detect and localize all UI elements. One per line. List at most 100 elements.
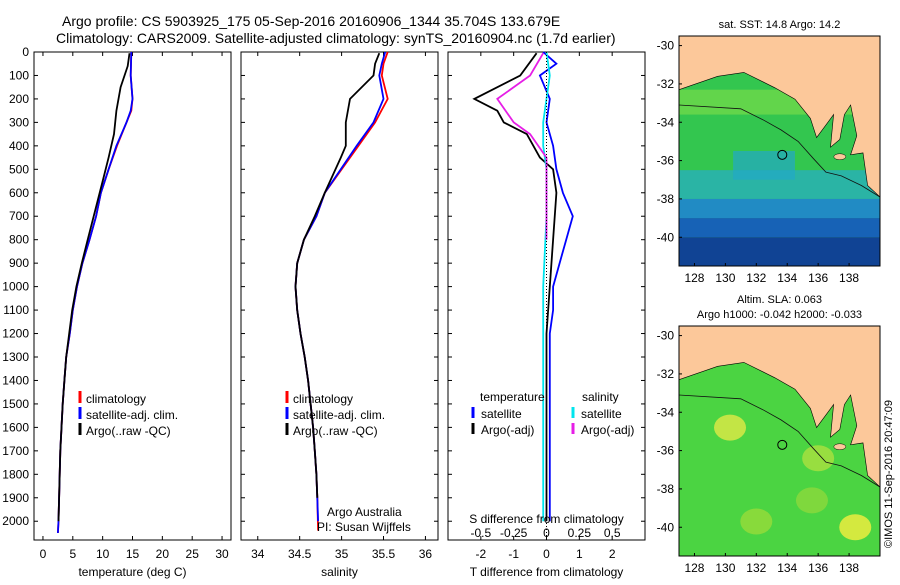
legend-title-temperature: temperature: [480, 390, 545, 404]
salinity-series-argo-raw-qc-: [294, 52, 381, 498]
sst-land: [678, 35, 881, 198]
header-line1: Argo profile: CS 5903925_175 05-Sep-2016…: [62, 13, 560, 29]
map-x-tick-label: 136: [808, 561, 828, 575]
legend-label: satellite: [481, 407, 522, 421]
profile-location-marker: [777, 439, 788, 450]
map-y-tick-label: -36: [657, 154, 675, 168]
map-y-tick-label: -38: [657, 192, 675, 206]
salinity-frame: [240, 51, 439, 541]
legend-label: Argo(..raw -QC): [293, 424, 378, 438]
y-tick-label: 1300: [2, 350, 29, 364]
map-x-tick-label: 134: [777, 271, 797, 285]
sst-band: [679, 218, 880, 238]
x-tick-label: 0: [543, 547, 550, 561]
sla-anomaly: [740, 508, 773, 535]
map-y-tick-label: -40: [657, 520, 675, 534]
y-tick-label: 400: [9, 139, 29, 153]
kangaroo-island: [833, 443, 847, 450]
x-tick-label: 35.5: [372, 547, 396, 561]
y-tick-label: 1800: [2, 467, 29, 481]
legend-label: Argo(-adj): [481, 423, 534, 437]
y-tick-label: 200: [9, 92, 29, 106]
map-y-tick-label: -40: [657, 230, 675, 244]
legend-label: satellite-adj. clim.: [86, 408, 178, 422]
s-tick-label: 0.25: [568, 526, 592, 540]
salinity-xlabel: salinity: [321, 565, 358, 579]
footer-timestamp: ©IMOS 11-Sep-2016 20:47:09: [883, 400, 895, 548]
map-y-tick-label: -34: [657, 405, 675, 419]
map-x-tick-label: 132: [746, 561, 766, 575]
y-tick-label: 1900: [2, 491, 29, 505]
legend-title-salinity: salinity: [582, 390, 619, 404]
map-y-tick-label: -32: [657, 367, 675, 381]
sst-band: [733, 151, 795, 180]
sla-land: [678, 325, 881, 488]
map-x-tick-label: 130: [715, 271, 735, 285]
legend-label: satellite-adj. clim.: [293, 408, 385, 422]
salinity-series-satellite-adj-clim-: [294, 51, 387, 522]
y-tick-label: 1200: [2, 327, 29, 341]
sla-anomaly: [795, 487, 828, 514]
temperature-series-climatology: [57, 51, 134, 534]
map-y-tick-label: -30: [657, 329, 675, 343]
sla-map: 128 130 132 134 136 138 -30 -32 -34 -36 -38 -40 Alti…: [657, 294, 881, 575]
legend-label: Argo(-adj): [581, 423, 634, 437]
x-tick-label: 10: [96, 547, 110, 561]
temperature-series-argo-raw-qc-: [57, 53, 131, 522]
x-tick-label: 2: [609, 547, 616, 561]
difference-panel: -2 -1 0 1 2 T difference from climatology -0.5…: [447, 51, 646, 579]
s-tick-label: -0.5: [470, 526, 491, 540]
map-x-tick-label: 138: [839, 271, 859, 285]
difference-series-argo-adj-: [472, 52, 558, 522]
y-tick-label: 500: [9, 162, 29, 176]
s-tick-label: -0.25: [500, 526, 528, 540]
difference-series-salinity-argo-adj-: [496, 52, 548, 240]
sla-anomaly: [714, 414, 747, 441]
y-tick-label: 1600: [2, 420, 29, 434]
isobath-line: [678, 394, 881, 488]
map-x-tick-label: 138: [839, 561, 859, 575]
sla-map-title: Altim. SLA: 0.063: [737, 294, 822, 306]
sst-map: 128 130 132 134 136 138 -30 -32 -34 -36 -38 -40 sat.…: [657, 19, 881, 285]
map-y-tick-label: -34: [657, 115, 675, 129]
map-y-tick-label: -36: [657, 444, 675, 458]
sla-map-title: Argo h1000: -0.042 h2000: -0.033: [697, 309, 862, 321]
y-tick-label: 1700: [2, 444, 29, 458]
map-y-tick-label: -32: [657, 77, 675, 91]
y-tick-label: 2000: [2, 514, 29, 528]
legend-label: climatology: [86, 392, 146, 406]
map-y-tick-label: -38: [657, 482, 675, 496]
map-x-tick-label: 132: [746, 271, 766, 285]
y-tick-label: 600: [9, 186, 29, 200]
profile-location-marker: [777, 149, 788, 160]
x-tick-label: 25: [186, 547, 200, 561]
x-tick-label: 1: [576, 547, 583, 561]
sst-band: [679, 198, 880, 219]
annotation-pi: PI: Susan Wijffels: [317, 520, 411, 534]
header-line2: Climatology: CARS2009. Satellite-adjuste…: [56, 30, 616, 46]
sla-anomaly: [802, 445, 835, 472]
difference-xlabel-top: S difference from climatology: [469, 512, 624, 526]
sst-band: [679, 237, 880, 266]
x-tick-label: 20: [156, 547, 170, 561]
temperature-xlabel: temperature (deg C): [78, 565, 186, 579]
x-tick-label: 34.5: [288, 547, 312, 561]
y-tick-label: 1100: [3, 303, 29, 317]
map-x-tick-label: 134: [777, 561, 797, 575]
y-tick-label: 1400: [2, 373, 29, 387]
sla-anomaly: [839, 514, 872, 541]
x-tick-label: 34: [251, 547, 265, 561]
legend-label: satellite: [581, 407, 622, 421]
map-x-tick-label: 136: [808, 271, 828, 285]
y-tick-label: 800: [9, 233, 29, 247]
sst-map-frame: [678, 35, 881, 267]
x-tick-label: -2: [475, 547, 486, 561]
y-tick-label: 1000: [2, 280, 29, 294]
legend-label: climatology: [293, 392, 353, 406]
salinity-panel: 34 34.5 35 35.5 36 salinity climatology satelli…: [240, 51, 439, 579]
x-tick-label: 30: [215, 547, 229, 561]
map-x-tick-label: 128: [684, 561, 704, 575]
y-tick-label: 100: [9, 68, 29, 82]
